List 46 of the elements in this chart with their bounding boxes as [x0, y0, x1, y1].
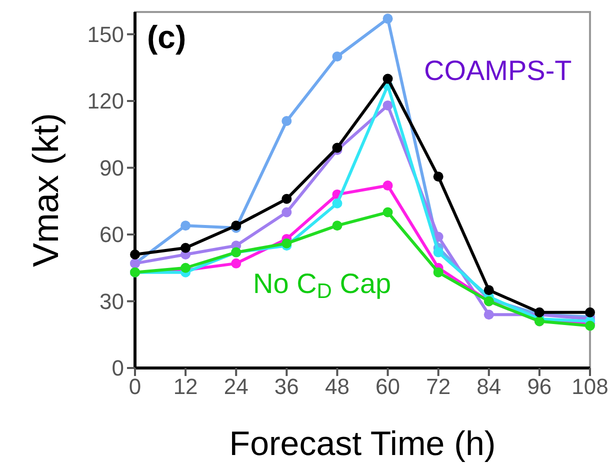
point	[332, 220, 342, 231]
point	[534, 307, 544, 318]
y-tick-label: 30	[100, 288, 124, 314]
point	[180, 220, 191, 231]
y-tick-label: 60	[100, 222, 124, 248]
x-tick-label: 0	[128, 374, 142, 399]
x-tick-label: 96	[527, 374, 552, 399]
point	[282, 194, 292, 204]
x-tick-label: 12	[173, 374, 198, 399]
point	[282, 207, 292, 218]
point	[585, 320, 595, 331]
y-tick-label: 150	[87, 22, 124, 47]
point	[332, 52, 342, 62]
annotation: (c)	[147, 19, 186, 55]
point	[382, 100, 393, 110]
point	[180, 262, 191, 273]
point	[382, 74, 393, 84]
x-tick-label: 84	[476, 374, 502, 399]
y-tick-label: 90	[100, 155, 124, 180]
annotation: COAMPS-T	[424, 55, 572, 86]
point	[382, 180, 393, 191]
point	[282, 238, 292, 248]
x-tick-label: 36	[274, 374, 299, 399]
x-tick-label: 72	[426, 374, 451, 399]
annotation: No C$_{D}$ Cap	[253, 268, 392, 304]
x-tick-label: 48	[324, 374, 350, 399]
point	[484, 285, 494, 296]
y-axis-title: Vmax (kt)	[25, 112, 66, 268]
point	[282, 116, 292, 126]
y-tick-label: 120	[87, 88, 124, 114]
point	[382, 207, 393, 218]
y-tick-label: 0	[112, 356, 124, 381]
point	[130, 250, 140, 260]
point	[585, 307, 595, 318]
point	[484, 310, 494, 320]
x-tick-label: 24	[224, 374, 248, 399]
point	[433, 247, 444, 258]
point	[433, 267, 444, 278]
point	[180, 242, 191, 253]
point	[433, 172, 444, 182]
point	[332, 198, 342, 208]
x-tick-label: 108	[572, 374, 608, 399]
point	[382, 14, 393, 24]
x-axis-title: Forecast Time (h)	[229, 425, 496, 463]
x-tick-label: 60	[376, 374, 400, 399]
point	[231, 258, 242, 268]
